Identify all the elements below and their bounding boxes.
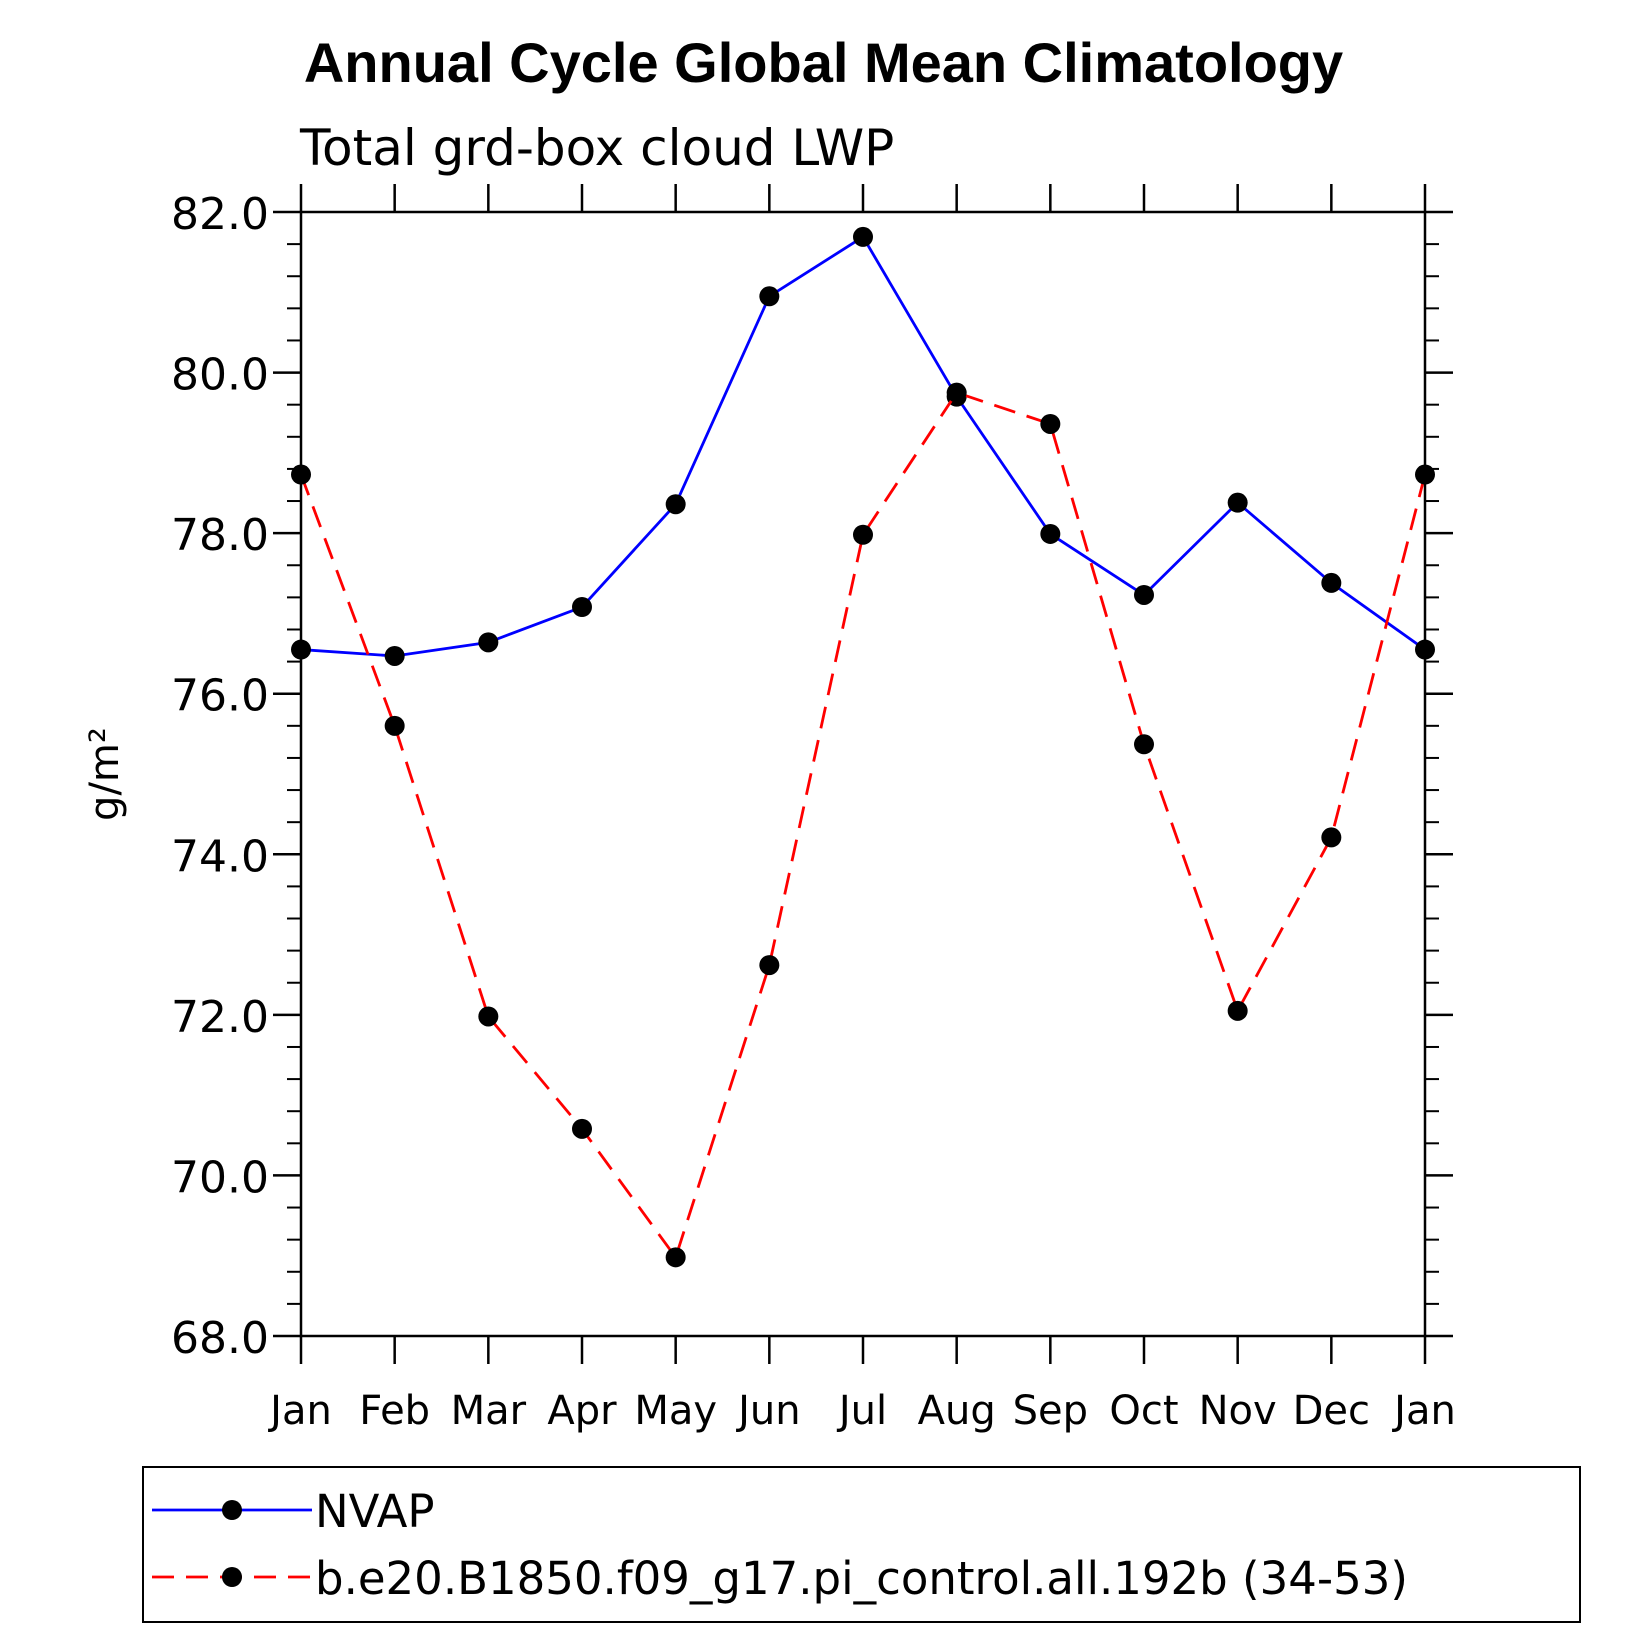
x-tick-label: Jun [735,1388,801,1434]
x-tick-label: Sep [1013,1388,1088,1434]
plot-frame [299,210,1427,1338]
data-point [665,494,686,515]
data-point [853,226,873,247]
legend-label: b.e20.B1850.f09_g17.pi_control.all.192b … [315,1552,1408,1605]
x-tick-label: Oct [1109,1388,1178,1434]
x-tick-label: Mar [451,1388,527,1434]
data-point [759,955,780,976]
y-tick-label: 82.0 [171,189,269,240]
legend-box [142,1466,1581,1623]
y-tick-label: 70.0 [171,1152,269,1203]
y-tick-label: 68.0 [171,1313,269,1364]
x-tick-label: Jul [836,1388,887,1434]
data-point [1227,492,1248,513]
x-tick-label: Jan [1391,1388,1456,1434]
legend-marker [222,1500,242,1520]
data-point [1415,464,1435,485]
data-point [1321,827,1342,848]
legend-label: NVAP [315,1485,435,1538]
chart-subtitle: Total grd-box cloud LWP [299,119,894,177]
x-tick-label: Feb [359,1388,430,1434]
x-tick-label: Dec [1293,1388,1370,1434]
data-point [1415,639,1435,660]
y-tick-label: 72.0 [171,992,269,1043]
data-point [384,645,405,666]
data-point [384,715,405,736]
y-tick-label: 76.0 [171,671,269,722]
data-point [291,464,311,485]
y-tick-label: 78.0 [171,510,269,561]
x-tick-label: May [634,1388,717,1434]
data-point [1227,1000,1248,1021]
series-line-2 [299,390,1427,1261]
x-tick-label: Nov [1199,1388,1277,1434]
legend-marker [222,1567,242,1587]
data-point [478,632,499,653]
data-point [665,1247,686,1268]
data-point [1321,572,1342,593]
series-line-1 [300,234,1426,658]
data-point [572,1118,592,1139]
x-tick-label: Jan [267,1388,332,1434]
data-point [946,382,967,403]
data-point [1040,523,1061,544]
y-tick-label: 80.0 [171,350,269,401]
data-point [291,639,311,660]
data-point [1040,413,1061,434]
data-point [572,597,592,618]
x-tick-label: Aug [918,1388,996,1434]
data-point [1134,734,1154,755]
y-tick-label: 74.0 [171,831,269,882]
data-point [759,286,780,307]
chart-title: Annual Cycle Global Mean Climatology [303,31,1344,94]
x-tick-label: Apr [547,1388,617,1434]
data-point [478,1006,499,1027]
data-point [853,524,873,545]
y-axis-label: g/m² [82,727,128,821]
data-point [1134,584,1154,605]
